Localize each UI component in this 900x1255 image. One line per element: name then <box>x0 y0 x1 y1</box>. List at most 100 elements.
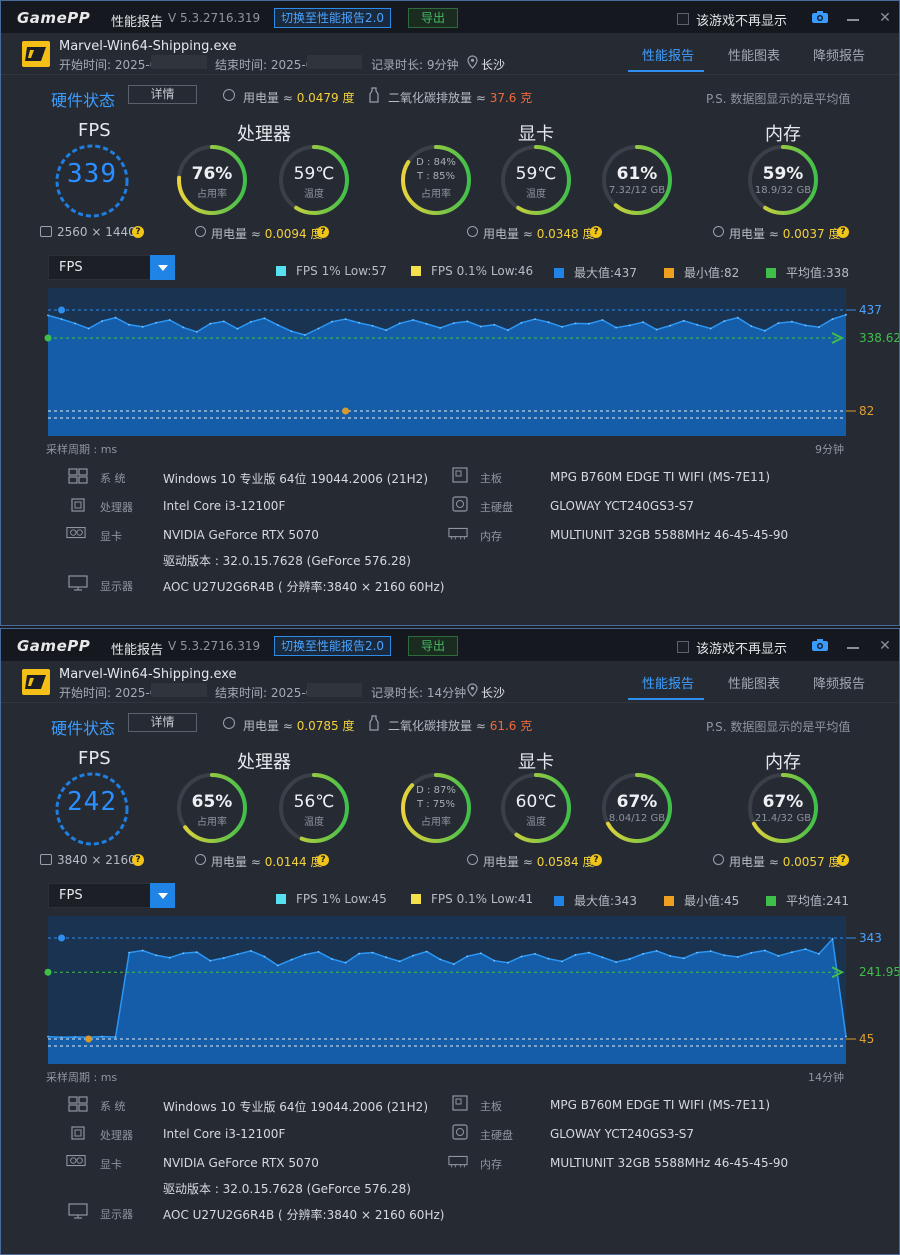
gpu-power-icon <box>467 854 478 865</box>
max-point-dot <box>58 934 66 942</box>
spec-ram-key: 内存 <box>480 530 502 543</box>
minimize-icon[interactable] <box>847 647 859 649</box>
window-title: 性能报告 <box>111 15 164 30</box>
detail-button[interactable]: 详情 <box>128 85 197 104</box>
legend-1pct-label: FPS 1% Low: <box>296 264 372 278</box>
fps-data-point <box>507 961 509 964</box>
gpu-help-icon[interactable]: ? <box>590 226 602 238</box>
fps-chart[interactable]: 343 241.95 45 <box>1 914 900 1069</box>
cpu-usage-gauge: 65% 占用率 <box>175 771 249 845</box>
export-button[interactable]: 导出 <box>408 636 458 656</box>
legend-01pct-swatch <box>411 894 421 904</box>
spec-cpu-key: 处理器 <box>100 1129 133 1142</box>
tab-performance-report[interactable]: 性能报告 <box>642 49 695 64</box>
mem-value: 67% <box>762 792 804 812</box>
fps-data-point <box>182 952 185 955</box>
switch-report-button[interactable]: 切换至性能报告2.0 <box>274 636 391 656</box>
mem-power: 用电量 ≈ 0.0057 度 <box>729 853 841 870</box>
legend-max: 最大值:343 <box>554 892 637 909</box>
spec-board-value: MPG B760M EDGE TI WIFI (MS-7E11) <box>550 470 771 484</box>
fps-series-line <box>47 937 847 1039</box>
gauge-ring <box>748 773 818 843</box>
fps-data-point <box>371 951 374 954</box>
fps-title: FPS <box>78 748 111 769</box>
minimize-icon[interactable] <box>847 19 859 21</box>
metric-select[interactable]: FPS <box>48 255 175 280</box>
resolution-text: 3840 × 2160 <box>57 853 136 867</box>
dropdown-arrow-icon[interactable] <box>150 255 175 280</box>
fps-data-point <box>750 952 753 954</box>
fps-data-point <box>385 956 387 959</box>
close-icon[interactable]: ✕ <box>879 10 891 26</box>
power-icon <box>223 89 235 101</box>
spec-monitor-key: 显示器 <box>100 580 133 593</box>
legend-01pct-swatch <box>411 266 421 276</box>
fps-data-point <box>222 320 225 323</box>
fps-data-point <box>642 321 644 324</box>
hide-game-label[interactable]: 该游戏不再显示 <box>696 642 788 657</box>
fps-chart[interactable]: 437 338.62 82 <box>1 286 900 441</box>
close-icon[interactable]: ✕ <box>879 638 891 654</box>
tab-performance-chart[interactable]: 性能图表 <box>728 677 781 692</box>
cpu-temp-gauge: 59℃ 温度 <box>277 143 351 217</box>
cpu-usage-value: 76% <box>191 164 233 184</box>
metric-select[interactable]: FPS <box>48 883 175 908</box>
export-button[interactable]: 导出 <box>408 8 458 28</box>
switch-report-button[interactable]: 切换至性能报告2.0 <box>274 8 391 28</box>
cpu-help-icon[interactable]: ? <box>317 226 329 238</box>
spec-driver-value: 驱动版本 : 32.0.15.7628 (GeForce 576.28) <box>163 554 411 568</box>
spec-os-value: Windows 10 专业版 64位 19044.2006 (21H2) <box>163 1100 428 1114</box>
camera-icon[interactable] <box>812 639 828 651</box>
legend-01pct-low: FPS 0.1% Low:41 <box>411 892 533 906</box>
fps-data-point <box>412 954 415 957</box>
report-panel-1: GamePP 性能报告 V 5.3.2716.319 切换至性能报告2.0 导出… <box>0 0 900 626</box>
start-time-redacted <box>151 683 207 697</box>
tab-performance-report[interactable]: 性能报告 <box>642 677 695 692</box>
hide-game-label[interactable]: 该游戏不再显示 <box>696 14 788 29</box>
fps-data-point <box>114 1036 117 1038</box>
co2-emission: 二氧化碳排放量 ≈ 37.6 克 <box>388 89 532 106</box>
gauge-ring <box>401 773 471 843</box>
camera-icon[interactable] <box>812 11 828 23</box>
title-bar[interactable]: GamePP 性能报告 V 5.3.2716.319 切换至性能报告2.0 导出… <box>1 629 899 661</box>
axis-avg-label: 338.62 <box>859 331 900 345</box>
tab-throttle-report[interactable]: 降频报告 <box>813 677 866 692</box>
spec-os-key: 系 统 <box>100 1100 126 1113</box>
help-icon[interactable]: ? <box>132 854 144 866</box>
gpu-mem-gauge: 61% 7.32/12 GB <box>600 143 674 217</box>
fps-data-point <box>845 313 847 316</box>
help-icon[interactable]: ? <box>132 226 144 238</box>
legend-avg: 平均值:338 <box>766 264 849 281</box>
fps-data-point <box>601 319 604 321</box>
spec-ram-value: MULTIUNIT 32GB 5588MHz 46-45-45-90 <box>550 528 789 542</box>
detail-button[interactable]: 详情 <box>128 713 197 732</box>
dropdown-arrow-icon[interactable] <box>150 883 175 908</box>
gpu-mem-sub: 7.32/12 GB <box>608 185 666 196</box>
tab-performance-chart[interactable]: 性能图表 <box>728 49 781 64</box>
min-point-dot <box>85 1035 93 1043</box>
fps-data-point <box>682 957 685 960</box>
tab-throttle-report[interactable]: 降频报告 <box>813 49 866 64</box>
mem-value: 59% <box>762 164 804 184</box>
hide-game-checkbox[interactable] <box>677 13 689 25</box>
mem-help-icon[interactable]: ? <box>837 854 849 866</box>
co2-value: 61.6 克 <box>489 719 533 733</box>
hide-game-checkbox[interactable] <box>677 641 689 653</box>
cpu-temp-label: 温度 <box>304 817 324 828</box>
cpu-help-icon[interactable]: ? <box>317 854 329 866</box>
fps-data-point <box>74 322 76 325</box>
mem-title: 内存 <box>765 124 801 145</box>
mem-help-icon[interactable]: ? <box>837 226 849 238</box>
display-icon <box>68 575 88 591</box>
cpu-power-prefix: 用电量 ≈ <box>211 227 261 241</box>
gpu-help-icon[interactable]: ? <box>590 854 602 866</box>
graphics-card-icon <box>66 1155 86 1167</box>
monitor-icon <box>40 854 52 865</box>
cpu-power: 用电量 ≈ 0.0094 度 <box>211 225 323 242</box>
cpu-title: 处理器 <box>237 752 291 773</box>
gpu-power-prefix: 用电量 ≈ <box>483 227 533 241</box>
windows-icon <box>68 1096 88 1112</box>
fps-data-point <box>709 327 712 330</box>
title-bar[interactable]: GamePP 性能报告 V 5.3.2716.319 切换至性能报告2.0 导出… <box>1 1 899 33</box>
legend-min-label: 最小值: <box>684 266 725 280</box>
